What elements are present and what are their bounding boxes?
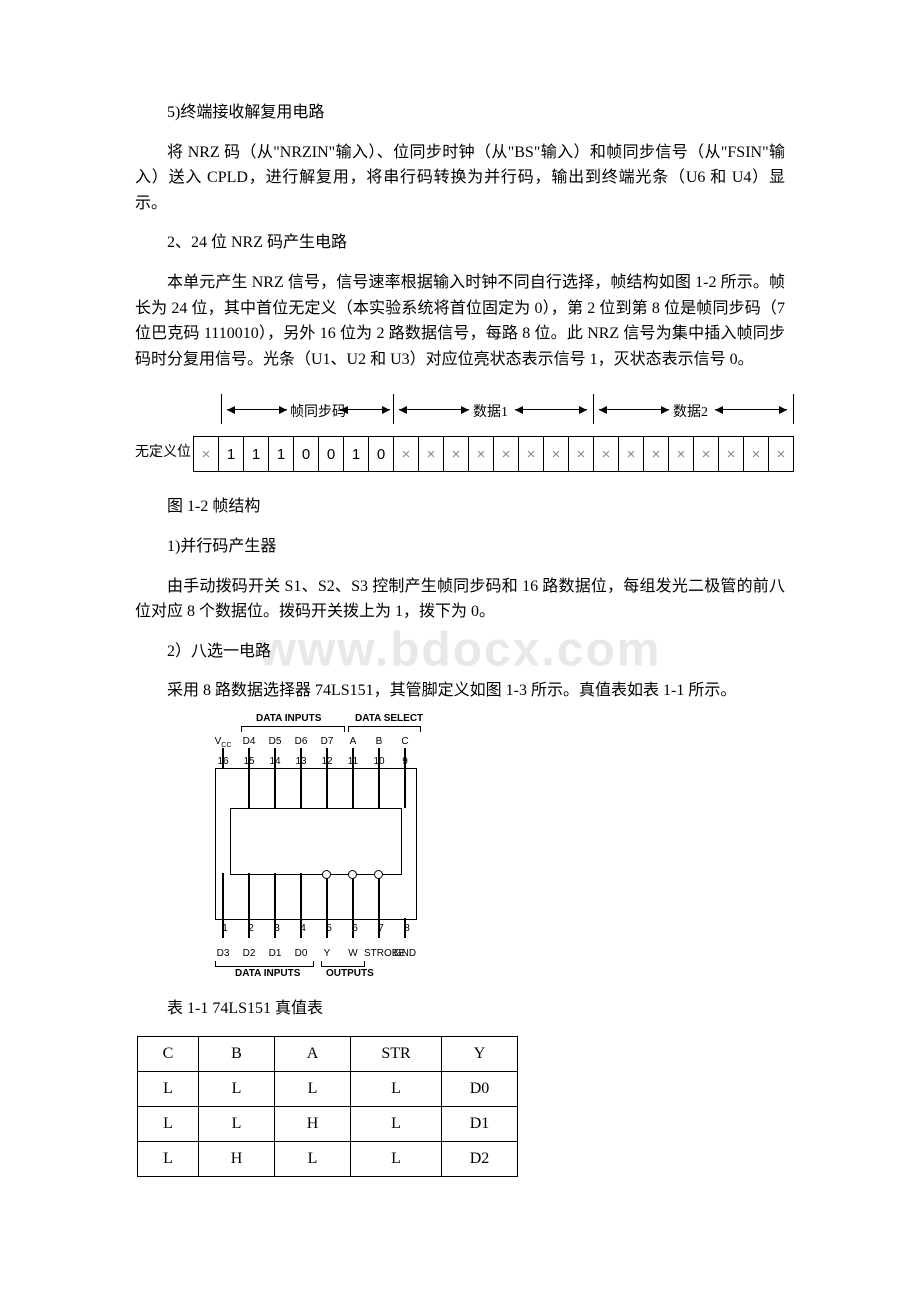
truth-table-cell: D1 <box>442 1106 518 1141</box>
para-parallel-gen: 由手动拨码开关 S1、S2、S3 控制产生帧同步码和 16 路数据位，每组发光二… <box>135 574 785 625</box>
frame-cell: × <box>719 437 744 471</box>
frame-cell: × <box>569 437 594 471</box>
table-row: LLHLD1 <box>138 1106 518 1141</box>
frame-structure-diagram: 无定义位 帧同步码 数据1 数据2 ×1110010××××××××××××××… <box>135 386 795 486</box>
truth-table-cell: L <box>138 1071 199 1106</box>
label-undef-bit: 无定义位 <box>135 441 191 461</box>
frame-cell: 0 <box>294 437 319 471</box>
pin-label-top: D5 <box>264 736 286 747</box>
frame-cell: × <box>494 437 519 471</box>
pin-num-bot: 4 <box>296 923 310 934</box>
pin-num-bot: 5 <box>322 923 336 934</box>
label-data1: 数据1 <box>473 401 508 421</box>
pin-label-bot: GND <box>390 948 420 959</box>
truth-table-cell: L <box>275 1141 351 1176</box>
truth-table-cell: L <box>351 1071 442 1106</box>
para-terminal-demux: 将 NRZ 码（从"NRZIN"输入）、位同步时钟（从"BS"输入）和帧同步信号… <box>135 140 785 217</box>
truth-table-cell: D2 <box>442 1141 518 1176</box>
pin-label-top: D4 <box>238 736 260 747</box>
truth-table-header: B <box>199 1036 275 1071</box>
truth-table-header: C <box>138 1036 199 1071</box>
bracket-label-data-select: DATA SELECT <box>355 713 423 724</box>
label-sync-code: 帧同步码 <box>290 401 346 421</box>
truth-table-header: A <box>275 1036 351 1071</box>
frame-cells: ×1110010×××××××××××××××× <box>193 436 794 472</box>
bracket-label-data-inputs-bot: DATA INPUTS <box>235 968 300 979</box>
pin-label-top: C <box>394 736 416 747</box>
frame-cell: × <box>769 437 793 471</box>
pin-label-top: A <box>342 736 364 747</box>
heading-2-nrz: 2、24 位 NRZ 码产生电路 <box>135 230 785 256</box>
frame-cell: 1 <box>244 437 269 471</box>
frame-cell: × <box>744 437 769 471</box>
frame-cell: × <box>594 437 619 471</box>
truth-table-cell: L <box>199 1106 275 1141</box>
frame-cell: × <box>644 437 669 471</box>
pin-label-top: B <box>368 736 390 747</box>
table-row: LLLLD0 <box>138 1071 518 1106</box>
para-nrz-gen: 本单元产生 NRZ 信号，信号速率根据输入时钟不同自行选择，帧结构如图 1-2 … <box>135 270 785 372</box>
fig-1-2-caption: 图 1-2 帧结构 <box>135 494 785 520</box>
pin-num-bot: 2 <box>244 923 258 934</box>
para-8to1: 采用 8 路数据选择器 74LS151，其管脚定义如图 1-3 所示。真值表如表… <box>135 678 785 704</box>
truth-table-cell: L <box>351 1141 442 1176</box>
truth-table-cell: H <box>199 1141 275 1176</box>
pin-num-bot: 3 <box>270 923 284 934</box>
frame-cell: × <box>394 437 419 471</box>
frame-cell: 1 <box>344 437 369 471</box>
truth-table-header: Y <box>442 1036 518 1071</box>
label-data2: 数据2 <box>673 401 708 421</box>
heading-5: 5)终端接收解复用电路 <box>135 100 785 126</box>
truth-table-header: STR <box>351 1036 442 1071</box>
table-1-1-caption: 表 1-1 74LS151 真值表 <box>135 996 785 1022</box>
pin-num-bot: 1 <box>218 923 232 934</box>
heading-parallel-gen: 1)并行码产生器 <box>135 534 785 560</box>
frame-cell: 0 <box>369 437 394 471</box>
chip-74ls151-diagram: DATA INPUTSDATA SELECTVCC16D415D514D613D… <box>175 718 455 988</box>
frame-cell: × <box>469 437 494 471</box>
frame-cell: × <box>444 437 469 471</box>
frame-cell: × <box>419 437 444 471</box>
truth-table-cell: L <box>199 1071 275 1106</box>
frame-cell: × <box>544 437 569 471</box>
truth-table-cell: L <box>138 1106 199 1141</box>
pin-num-bot: 6 <box>348 923 362 934</box>
frame-cell: × <box>194 437 219 471</box>
bracket-label-outputs: OUTPUTS <box>326 968 374 979</box>
truth-table-cell: L <box>351 1106 442 1141</box>
frame-cell: 1 <box>219 437 244 471</box>
heading-8to1: 2）八选一电路 <box>135 639 785 665</box>
frame-cell: × <box>669 437 694 471</box>
truth-table-cell: D0 <box>442 1071 518 1106</box>
truth-table-cell: L <box>275 1071 351 1106</box>
frame-cell: × <box>619 437 644 471</box>
pin-num-bot: 7 <box>374 923 388 934</box>
frame-cell: × <box>694 437 719 471</box>
bracket-label-data-inputs: DATA INPUTS <box>256 713 321 724</box>
truth-table-cell: L <box>138 1141 199 1176</box>
pin-label-top: D6 <box>290 736 312 747</box>
pin-num-bot: 8 <box>400 923 414 934</box>
truth-table-74ls151: CBASTRYLLLLD0LLHLD1LHLLD2 <box>137 1036 518 1177</box>
frame-cell: 1 <box>269 437 294 471</box>
frame-cell: × <box>519 437 544 471</box>
pin-label-top: D7 <box>316 736 338 747</box>
truth-table-cell: H <box>275 1106 351 1141</box>
frame-cell: 0 <box>319 437 344 471</box>
table-row: LHLLD2 <box>138 1141 518 1176</box>
